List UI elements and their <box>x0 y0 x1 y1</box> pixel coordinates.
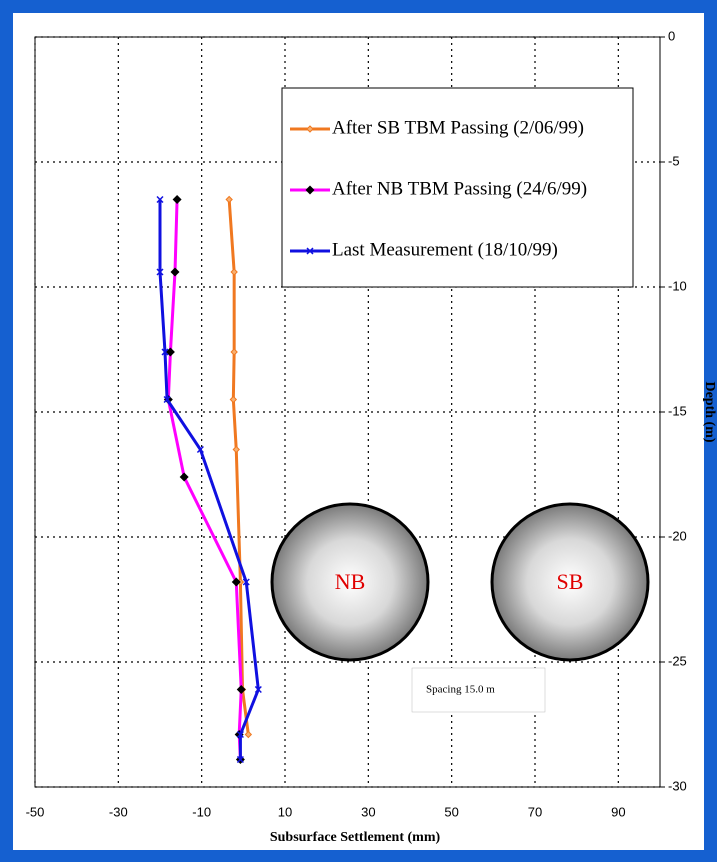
x-tick-label: 90 <box>611 804 625 819</box>
x-axis-title: Subsurface Settlement (mm) <box>270 830 441 845</box>
marker <box>179 472 189 482</box>
legend-label: After NB TBM Passing (24/6/99) <box>332 178 587 199</box>
spacing-box <box>411 667 546 713</box>
legend <box>281 87 634 288</box>
marker <box>229 395 238 404</box>
marker <box>196 445 204 454</box>
x-tick-label: -10 <box>192 804 211 819</box>
marker <box>236 755 244 764</box>
marker <box>156 268 164 276</box>
legend-label: Last Measurement (18/10/99) <box>332 239 558 260</box>
marker <box>236 685 246 694</box>
legend-label: After SB TBM Passing (2/06/99) <box>332 117 584 138</box>
marker <box>225 195 233 204</box>
y-tick-label: -15 <box>668 403 687 418</box>
y-tick-label: 0 <box>668 28 675 43</box>
tunnel-sb <box>490 502 650 662</box>
marker <box>170 267 180 277</box>
x-tick-label: 50 <box>444 804 458 819</box>
y-tick-label: -25 <box>668 653 687 668</box>
x-tick-label: 10 <box>278 804 292 819</box>
y-tick-label: -30 <box>668 778 687 793</box>
marker <box>242 578 250 586</box>
tunnel-label: SB <box>557 569 584 594</box>
y-axis-title: Depth (m) <box>702 381 717 442</box>
marker <box>254 685 262 694</box>
marker <box>172 195 182 204</box>
y-tick-label: -20 <box>668 528 687 543</box>
x-tick-label: -50 <box>26 804 45 819</box>
x-tick-label: 70 <box>528 804 542 819</box>
marker <box>232 445 240 454</box>
marker <box>231 577 241 587</box>
marker <box>230 348 238 356</box>
tunnel-nb <box>270 502 430 662</box>
marker <box>306 247 314 255</box>
spacing-note: Spacing 15.0 m <box>426 684 495 696</box>
series-line <box>227 199 250 735</box>
marker <box>156 195 164 204</box>
marker <box>236 730 244 739</box>
marker <box>163 395 171 404</box>
marker <box>306 125 314 133</box>
marker <box>244 730 253 739</box>
marker <box>230 268 238 276</box>
marker <box>305 185 315 195</box>
y-tick-label: -5 <box>668 153 680 168</box>
y-tick-label: -10 <box>668 278 687 293</box>
x-tick-label: 30 <box>361 804 375 819</box>
x-tick-label: -30 <box>109 804 128 819</box>
tunnel-label: NB <box>335 569 366 594</box>
marker <box>161 348 169 356</box>
